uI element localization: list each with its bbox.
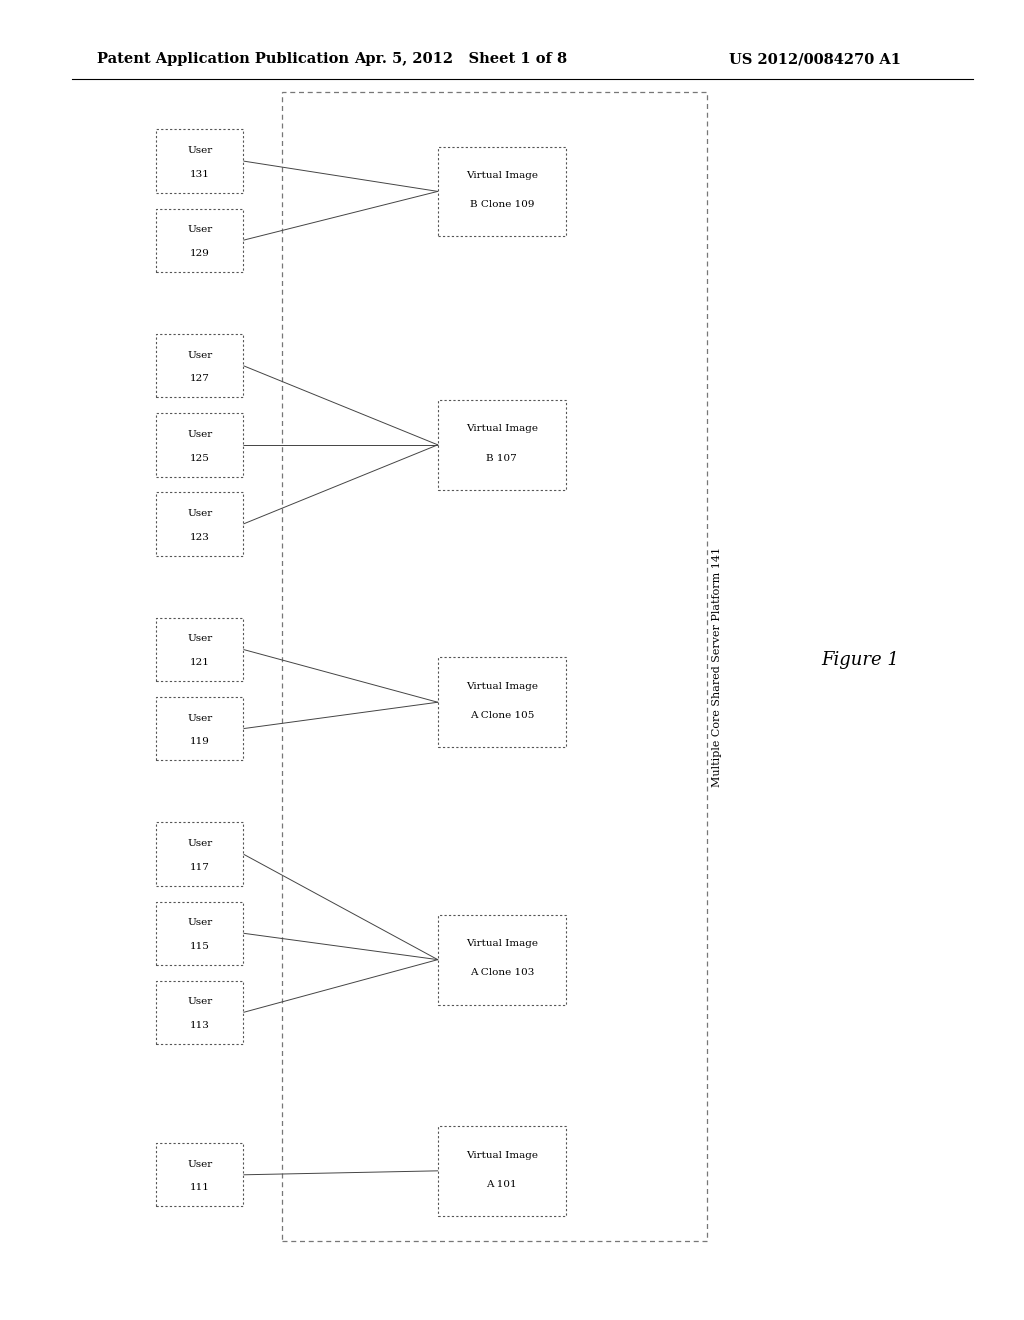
Bar	[156, 902, 244, 965]
Text: B Clone 109: B Clone 109	[470, 201, 534, 209]
Text: 115: 115	[189, 942, 210, 950]
Bar	[438, 1126, 565, 1216]
Bar	[156, 129, 244, 193]
Text: Apr. 5, 2012   Sheet 1 of 8: Apr. 5, 2012 Sheet 1 of 8	[354, 53, 567, 66]
Text: Virtual Image: Virtual Image	[466, 940, 538, 948]
Bar	[438, 147, 565, 236]
Text: User: User	[187, 226, 212, 234]
Text: 129: 129	[189, 249, 210, 257]
Text: User: User	[187, 510, 212, 517]
Bar	[438, 400, 565, 490]
Text: User: User	[187, 635, 212, 643]
Text: Virtual Image: Virtual Image	[466, 682, 538, 690]
Text: 111: 111	[189, 1184, 210, 1192]
Text: Virtual Image: Virtual Image	[466, 425, 538, 433]
Bar	[156, 697, 244, 760]
Text: User: User	[187, 714, 212, 722]
Text: 127: 127	[189, 375, 210, 383]
Text: A Clone 105: A Clone 105	[470, 711, 534, 719]
Text: Virtual Image: Virtual Image	[466, 172, 538, 180]
Text: 117: 117	[189, 863, 210, 871]
Text: 131: 131	[189, 170, 210, 178]
Bar	[156, 618, 244, 681]
Text: User: User	[187, 998, 212, 1006]
Bar	[156, 334, 244, 397]
Text: Virtual Image: Virtual Image	[466, 1151, 538, 1159]
Text: 125: 125	[189, 454, 210, 462]
Bar	[156, 822, 244, 886]
Text: User: User	[187, 430, 212, 438]
Bar	[156, 209, 244, 272]
Text: User: User	[187, 1160, 212, 1168]
Text: A Clone 103: A Clone 103	[470, 969, 534, 977]
Text: User: User	[187, 840, 212, 847]
Text: B 107: B 107	[486, 454, 517, 462]
Text: User: User	[187, 351, 212, 359]
Text: 113: 113	[189, 1022, 210, 1030]
Text: Figure 1: Figure 1	[821, 651, 899, 669]
Bar	[156, 1143, 244, 1206]
Text: User: User	[187, 919, 212, 927]
Bar	[156, 413, 244, 477]
Text: 123: 123	[189, 533, 210, 541]
Bar	[438, 915, 565, 1005]
Text: User: User	[187, 147, 212, 154]
Text: Patent Application Publication: Patent Application Publication	[97, 53, 349, 66]
Bar	[282, 92, 707, 1241]
Text: Multiple Core Shared Server Platform 141: Multiple Core Shared Server Platform 141	[712, 546, 722, 787]
Text: A 101: A 101	[486, 1180, 517, 1188]
Bar	[156, 492, 244, 556]
Text: US 2012/0084270 A1: US 2012/0084270 A1	[729, 53, 901, 66]
Bar	[438, 657, 565, 747]
Bar	[156, 981, 244, 1044]
Text: 121: 121	[189, 659, 210, 667]
Text: 119: 119	[189, 738, 210, 746]
